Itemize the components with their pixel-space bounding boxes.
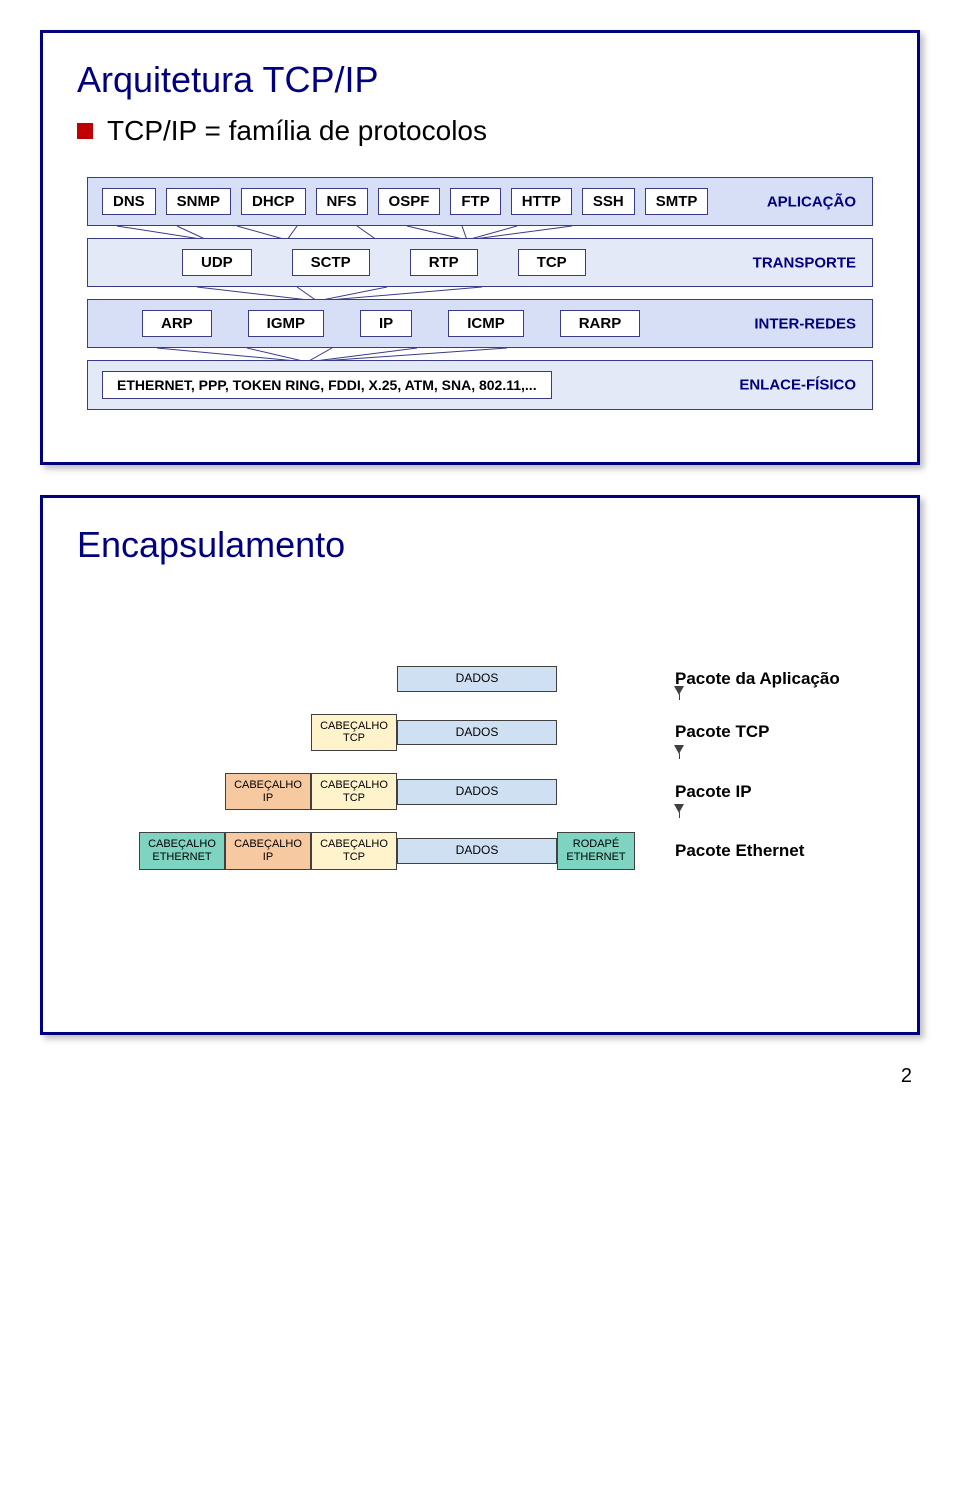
proto-enlace-long: ETHERNET, PPP, TOKEN RING, FDDI, X.25, A…	[102, 371, 552, 399]
encap-diagram: DADOS Pacote da Aplicação CABEÇALHO TCP …	[77, 666, 883, 870]
arrow-down-icon	[674, 804, 684, 813]
proto-row-aplicacao: DNS SNMP DHCP NFS OSPF FTP HTTP SSH SMTP	[102, 188, 708, 215]
pkt-label-ip: Pacote IP	[675, 782, 752, 802]
pkt-label-tcp: Pacote TCP	[675, 722, 769, 742]
layer-aplicacao: DNS SNMP DHCP NFS OSPF FTP HTTP SSH SMTP…	[87, 177, 873, 226]
protocol-stack: DNS SNMP DHCP NFS OSPF FTP HTTP SSH SMTP…	[87, 177, 873, 410]
proto-dns: DNS	[102, 188, 156, 215]
proto-rarp: RARP	[560, 310, 641, 337]
page-number: 2	[0, 1065, 912, 1088]
proto-http: HTTP	[511, 188, 572, 215]
encap-row-ip: CABEÇALHO IP CABEÇALHO TCP DADOS Pacote …	[77, 773, 883, 810]
proto-arp: ARP	[142, 310, 212, 337]
cell-data-1: DADOS	[397, 666, 557, 692]
proto-ip: IP	[360, 310, 412, 337]
proto-igmp: IGMP	[248, 310, 324, 337]
layer-label-aplicacao: APLICAÇÃO	[767, 193, 856, 210]
bullet-text: TCP/IP = família de protocolos	[107, 115, 487, 147]
cell-trl-eth: RODAPÉ ETHERNET	[557, 832, 635, 869]
proto-row-interredes: ARP IGMP IP ICMP RARP	[142, 310, 640, 337]
proto-ftp: FTP	[450, 188, 500, 215]
cell-hdr-tcp-2: CABEÇALHO TCP	[311, 773, 397, 810]
slide-title-2: Encapsulamento	[77, 524, 883, 566]
layer-interredes: ARP IGMP IP ICMP RARP INTER-REDES	[87, 299, 873, 348]
encap-row-eth: CABEÇALHO ETHERNET CABEÇALHO IP CABEÇALH…	[77, 832, 883, 869]
cell-hdr-eth: CABEÇALHO ETHERNET	[139, 832, 225, 869]
proto-dhcp: DHCP	[241, 188, 306, 215]
cell-data-3: DADOS	[397, 779, 557, 805]
proto-nfs: NFS	[316, 188, 368, 215]
encap-row-app: DADOS Pacote da Aplicação	[77, 666, 883, 692]
pkt-label-app: Pacote da Aplicação	[675, 669, 840, 689]
proto-rtp: RTP	[410, 249, 478, 276]
slide-encapsulamento: Encapsulamento DADOS Pacote da Aplicação…	[40, 495, 920, 1035]
layer-label-enlace: ENLACE-FÍSICO	[739, 377, 856, 394]
proto-sctp: SCTP	[292, 249, 370, 276]
layer-label-interredes: INTER-REDES	[754, 315, 856, 332]
proto-snmp: SNMP	[166, 188, 231, 215]
slide-arquitetura: Arquitetura TCP/IP TCP/IP = família de p…	[40, 30, 920, 465]
proto-icmp: ICMP	[448, 310, 524, 337]
cell-data-2: DADOS	[397, 720, 557, 746]
cell-hdr-tcp-3: CABEÇALHO TCP	[311, 832, 397, 869]
cell-data-4: DADOS	[397, 838, 557, 864]
layer-transporte: UDP SCTP RTP TCP TRANSPORTE	[87, 238, 873, 287]
layer-label-transporte: TRANSPORTE	[753, 254, 856, 271]
proto-row-enlace: ETHERNET, PPP, TOKEN RING, FDDI, X.25, A…	[102, 371, 552, 399]
proto-smtp: SMTP	[645, 188, 709, 215]
arrow-down-icon	[674, 686, 684, 695]
proto-ospf: OSPF	[378, 188, 441, 215]
pkt-label-eth: Pacote Ethernet	[675, 841, 804, 861]
cell-hdr-ip-1: CABEÇALHO IP	[225, 773, 311, 810]
proto-ssh: SSH	[582, 188, 635, 215]
slide-title: Arquitetura TCP/IP	[77, 59, 883, 101]
proto-udp: UDP	[182, 249, 252, 276]
cell-hdr-tcp-1: CABEÇALHO TCP	[311, 714, 397, 751]
proto-row-transporte: UDP SCTP RTP TCP	[182, 249, 586, 276]
bullet-line: TCP/IP = família de protocolos	[77, 115, 883, 147]
layer-enlace: ETHERNET, PPP, TOKEN RING, FDDI, X.25, A…	[87, 360, 873, 410]
cell-hdr-ip-2: CABEÇALHO IP	[225, 832, 311, 869]
proto-tcp: TCP	[518, 249, 586, 276]
arrow-down-icon	[674, 745, 684, 754]
encap-row-tcp: CABEÇALHO TCP DADOS Pacote TCP	[77, 714, 883, 751]
bullet-square-icon	[77, 123, 93, 139]
